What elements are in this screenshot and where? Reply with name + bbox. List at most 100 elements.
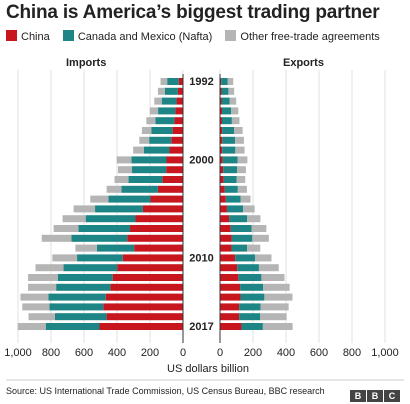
imports-tick-label: 400 [108, 347, 126, 359]
export-bar-china [220, 176, 224, 183]
export-bar-nafta [238, 274, 262, 281]
export-bar-nafta [221, 87, 229, 95]
export-bar-nafta [231, 234, 253, 242]
export-bar-china [220, 78, 222, 85]
exports-panel-title: Exports [283, 57, 324, 69]
export-bar-nafta [222, 136, 236, 144]
year-label: 2017 [189, 321, 213, 333]
legend-label-china: China [21, 31, 50, 43]
legend-swatch-other [225, 30, 237, 41]
bbc-logo-letter: C [384, 390, 400, 402]
import-bar-china [162, 176, 183, 183]
import-bar-china [112, 274, 183, 281]
export-bar-other [247, 244, 261, 252]
export-bar-china [220, 234, 232, 242]
import-bar-china [166, 156, 183, 164]
export-bar-nafta [237, 264, 259, 272]
import-bar-china [176, 97, 183, 105]
legend-label-nafta: Canada and Mexico (Nafta) [77, 31, 213, 43]
export-bar-nafta [222, 156, 238, 164]
import-bar-nafta [164, 87, 178, 95]
import-bar-nafta [149, 136, 172, 144]
export-bar-nafta [229, 215, 248, 223]
import-bar-other [52, 254, 78, 262]
export-bar-nafta [235, 254, 255, 262]
export-bar-china [220, 127, 223, 134]
import-bar-china [122, 254, 183, 262]
import-bar-other [133, 146, 144, 154]
import-bar-other [20, 293, 49, 301]
export-bar-other [263, 283, 290, 291]
import-bar-nafta [121, 185, 158, 193]
bbc-logo-letter: B [367, 390, 383, 402]
import-bar-nafta [56, 283, 111, 291]
export-bar-nafta [224, 185, 238, 193]
export-bar-china [220, 136, 223, 144]
export-bar-nafta [239, 303, 261, 311]
export-bar-nafta [230, 225, 252, 232]
import-bar-china [174, 117, 183, 125]
import-bar-other [90, 195, 109, 203]
export-bar-other [264, 293, 293, 301]
export-bar-other [234, 127, 243, 134]
imports-tick-label: 200 [141, 347, 159, 359]
export-bar-nafta [222, 146, 236, 154]
export-bar-other [261, 274, 285, 281]
imports-tick-label: 0 [180, 347, 186, 359]
exports-tick-label: 800 [343, 347, 361, 359]
export-bar-other [235, 146, 245, 154]
import-bar-nafta [132, 166, 167, 174]
export-bar-china [220, 97, 222, 105]
export-bar-nafta [239, 313, 261, 321]
export-bar-china [220, 254, 236, 262]
import-bar-other [154, 97, 162, 105]
import-bar-nafta [95, 205, 143, 213]
import-bar-china [178, 78, 183, 85]
import-bar-china [110, 283, 183, 291]
export-bar-other [235, 136, 244, 144]
import-bar-nafta [128, 176, 163, 183]
import-bar-nafta [48, 293, 106, 301]
export-bar-nafta [240, 283, 264, 291]
export-bar-china [220, 205, 227, 213]
export-bar-nafta [221, 107, 232, 115]
export-bar-nafta [231, 244, 248, 252]
import-bar-nafta [63, 264, 118, 272]
export-bar-china [220, 87, 222, 95]
export-bar-china [220, 225, 231, 232]
x-axis-label: US dollars billion [167, 363, 249, 375]
import-bar-china [135, 215, 183, 223]
export-bar-other [260, 313, 287, 321]
imports-tick-label: 800 [42, 347, 60, 359]
export-bar-nafta [221, 78, 228, 85]
export-bar-other [227, 78, 234, 85]
import-bar-other [157, 87, 165, 95]
export-bar-other [252, 234, 269, 242]
export-bar-china [220, 313, 240, 321]
year-label: 1992 [189, 76, 213, 88]
import-bar-nafta [71, 234, 128, 242]
export-bar-nafta [222, 127, 235, 134]
exports-tick-label: 200 [244, 347, 262, 359]
export-bar-other [254, 254, 272, 262]
export-bar-china [220, 264, 238, 272]
import-bar-china [177, 87, 183, 95]
export-bar-other [237, 185, 247, 193]
export-bar-china [220, 274, 239, 281]
import-bar-nafta [85, 215, 136, 223]
import-bar-other [17, 323, 46, 330]
import-bar-china [142, 205, 183, 213]
export-bar-other [251, 225, 267, 232]
export-bar-other [231, 107, 239, 115]
import-bar-other [75, 244, 97, 252]
year-label: 2000 [189, 154, 213, 166]
import-bar-nafta [49, 303, 104, 311]
export-bar-china [220, 117, 222, 125]
import-bar-nafta [78, 225, 131, 232]
import-bar-china [130, 225, 183, 232]
export-bar-china [220, 303, 240, 311]
exports-tick-label: 600 [310, 347, 328, 359]
import-bar-nafta [151, 127, 173, 134]
export-bar-other [236, 176, 246, 183]
